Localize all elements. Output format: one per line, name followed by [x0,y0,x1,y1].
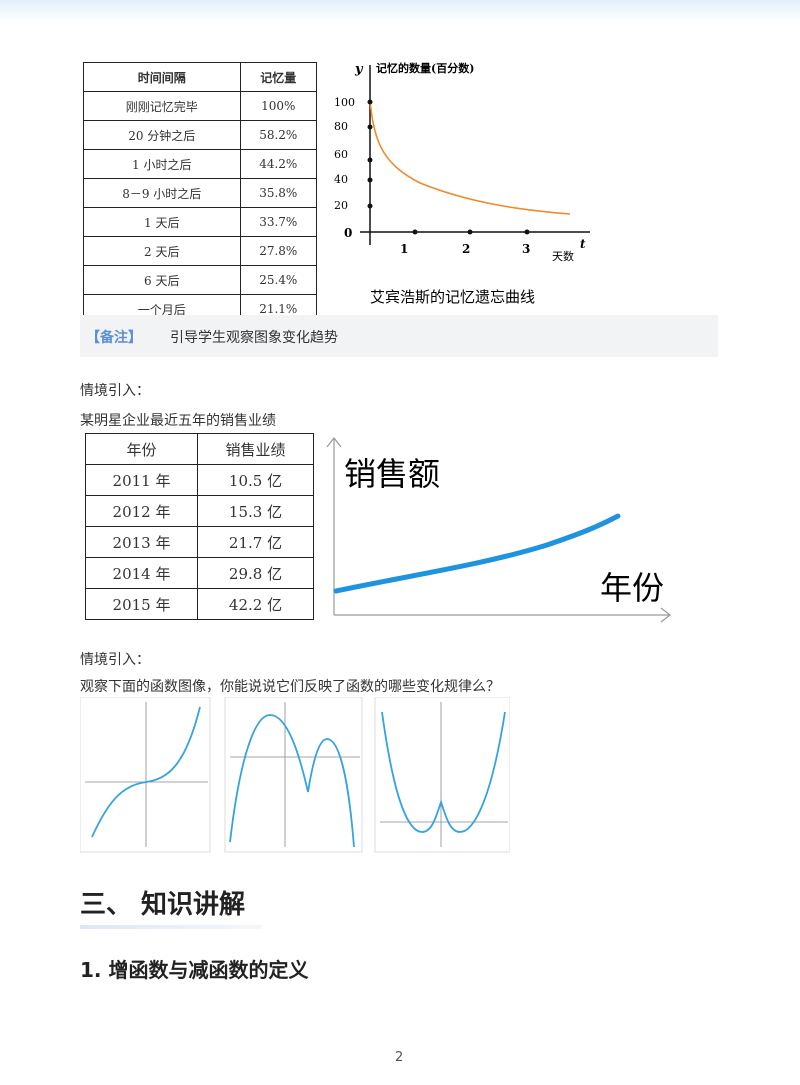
origin: 0 [344,226,352,240]
row: 8－9 小时之后 35.8% [83,178,318,208]
header-cell: 时间间隔 [83,62,241,92]
x-label: 天数 [552,250,574,263]
cell: 15.3 亿 [197,495,314,527]
row: 20 分钟之后 58.2% [83,120,318,150]
x-symbol: t [580,237,586,251]
note-text: 引导学生观察图象变化趋势 [170,330,338,346]
x-tick: 2 [462,242,470,256]
note-tag: 【备注】 [86,330,142,346]
cell: 20 分钟之后 [83,120,241,150]
cell: 42.2 亿 [197,588,314,620]
title-underline [80,925,262,929]
cell: 8－9 小时之后 [83,178,241,208]
scenario-heading: 情境引入： [80,652,150,668]
row: 2 天后 27.8% [83,236,318,266]
note-box: 【备注】 引导学生观察图象变化趋势 [80,315,718,357]
cell: 21.7 亿 [197,526,314,558]
header-cell: 年份 [84,433,199,465]
trend-line [333,513,621,594]
y-tick: 80 [334,120,348,133]
row: 1 小时之后 44.2% [83,149,318,179]
forgetting-curve: y 记忆的数量(百分数) 100 80 60 40 20 0 1 2 3 天数 … [334,61,590,306]
scenario-heading: 情境引入： [80,383,150,399]
sales-sketch: 销售额 年份 [326,437,671,623]
cell: 10.5 亿 [197,464,314,496]
row: 6 天后 25.4% [83,265,318,295]
curve [369,99,571,215]
sales-table: 年份 销售业绩 2011 年 10.5 亿 2012 年 15.3 亿 2013 年 21.7… [84,433,314,620]
y-symbol: y [354,62,364,77]
scenario-text: 某明星企业最近五年的销售业绩 [80,413,276,429]
y-label: 记忆的数量(百分数) [376,61,474,75]
cell: 35.8% [239,178,318,208]
header-band [0,0,800,22]
section-subtitle: 1. 增函数与减函数的定义 [80,958,309,982]
cell: 33.7% [239,207,318,237]
header-row: 时间间隔 记忆量 [83,62,318,92]
section-title: 三、 知识讲解 [80,890,246,920]
caption: 艾宾浩斯的记忆遗忘曲线 [370,288,535,306]
cell: 58.2% [239,120,318,150]
cell: 刚刚记忆完毕 [83,91,241,121]
cell: 44.2% [239,149,318,179]
row: 2014 年 29.8 亿 [84,557,314,589]
row: 2015 年 42.2 亿 [84,588,314,620]
y-tick: 60 [334,148,348,161]
cell: 2013 年 [84,526,199,558]
header-row: 年份 销售业绩 [84,433,314,465]
scenario-text: 观察下面的函数图像，你能说说它们反映了函数的哪些变化规律么？ [80,679,500,695]
memory-table: 时间间隔 记忆量 刚刚记忆完毕 100% 20 分钟之后 58.2% 1 小时之后 44.2%… [83,62,318,324]
graph-w-shape [374,697,510,853]
cell: 2011 年 [84,464,199,496]
cell: 2012 年 [84,495,199,527]
cell: 2015 年 [84,588,199,620]
y-label: 销售额 [344,455,440,493]
cell: 100% [239,91,318,121]
x-label: 年份 [600,569,664,607]
y-tick: 40 [334,173,348,186]
row: 2011 年 10.5 亿 [84,464,314,496]
points [367,99,530,235]
y-tick: 20 [334,199,348,212]
function-graphs [80,697,510,853]
cell: 27.8% [239,236,318,266]
x-tick: 1 [400,242,408,256]
row: 2012 年 15.3 亿 [84,495,314,527]
cell: 2 天后 [83,236,241,266]
header-cell: 记忆量 [239,62,318,92]
page-number: 2 [395,1050,404,1065]
cell: 1 天后 [83,207,241,237]
header-cell: 销售业绩 [197,433,314,465]
cell: 2014 年 [84,557,199,589]
cell: 29.8 亿 [197,557,314,589]
graph-cubic [80,697,211,853]
y-axis [326,437,342,615]
cell: 6 天后 [83,265,241,295]
row: 2013 年 21.7 亿 [84,526,314,558]
x-axis [334,607,671,623]
x-tick: 3 [522,242,530,256]
cell: 1 小时之后 [83,149,241,179]
graph-double-hump [224,697,363,853]
row: 1 天后 33.7% [83,207,318,237]
cell: 25.4% [239,265,318,295]
y-tick: 100 [334,96,355,109]
row: 刚刚记忆完毕 100% [83,91,318,121]
